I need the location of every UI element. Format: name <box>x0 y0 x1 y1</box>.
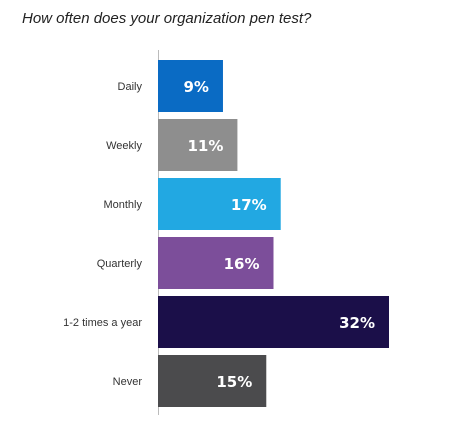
bar-5 <box>158 355 267 407</box>
bar-2 <box>158 178 281 230</box>
value-label-1: 11% <box>188 137 224 155</box>
bar-4 <box>158 296 389 348</box>
bar-0 <box>158 60 223 112</box>
category-label-5: Never <box>113 376 143 388</box>
value-label-0: 9% <box>184 78 209 96</box>
category-label-1: Weekly <box>106 140 142 152</box>
bar-3 <box>158 237 274 289</box>
category-label-0: Daily <box>118 81 143 93</box>
category-label-3: Quarterly <box>97 258 143 270</box>
value-label-5: 15% <box>216 373 252 391</box>
chart-title: How often does your organization pen tes… <box>22 10 312 27</box>
value-label-4: 32% <box>339 314 375 332</box>
value-label-2: 17% <box>231 196 267 214</box>
category-label-4: 1-2 times a year <box>63 317 142 329</box>
category-label-2: Monthly <box>103 199 142 211</box>
bar-1 <box>158 119 238 171</box>
value-label-3: 16% <box>224 255 260 273</box>
